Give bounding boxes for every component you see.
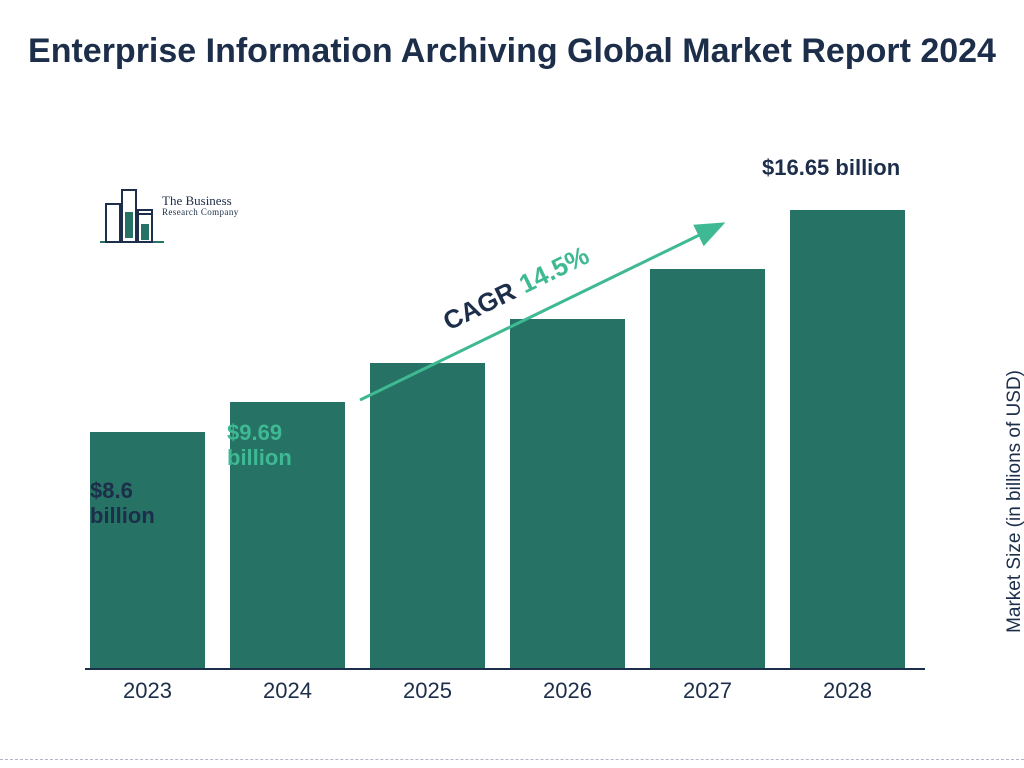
category-label-2023: 2023	[78, 678, 218, 704]
bar-2025	[370, 363, 485, 668]
y-axis-label: Market Size (in billions of USD)	[1004, 370, 1024, 633]
chart-title: Enterprise Information Archiving Global …	[0, 30, 1024, 73]
category-label-2028: 2028	[778, 678, 918, 704]
bar-2026	[510, 319, 625, 668]
x-axis-baseline	[85, 668, 925, 670]
category-label-2026: 2026	[498, 678, 638, 704]
category-label-2025: 2025	[358, 678, 498, 704]
value-callout-0: $8.6billion	[90, 478, 155, 529]
bar-2028	[790, 210, 905, 668]
bar-chart: 202320242025202620272028	[85, 170, 925, 700]
chart-canvas: Enterprise Information Archiving Global …	[0, 0, 1024, 768]
footer-divider	[0, 759, 1024, 760]
category-label-2027: 2027	[638, 678, 778, 704]
category-label-2024: 2024	[218, 678, 358, 704]
value-callout-2: $16.65 billion	[762, 155, 900, 180]
bar-2023	[90, 432, 205, 669]
bar-2027	[650, 269, 765, 668]
value-callout-1: $9.69billion	[227, 420, 292, 471]
